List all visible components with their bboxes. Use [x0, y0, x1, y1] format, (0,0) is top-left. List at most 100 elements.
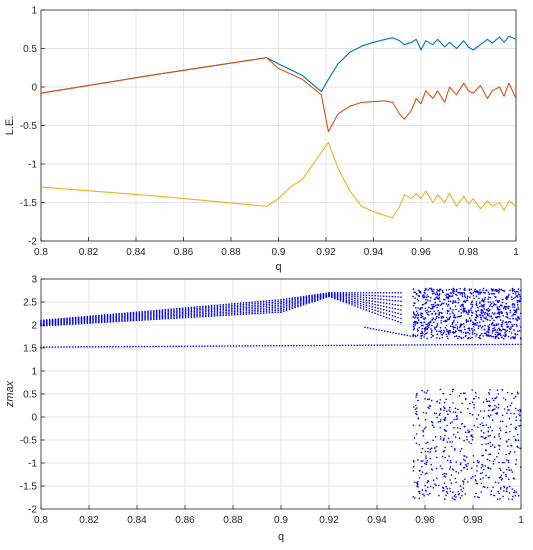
bifurcation-point: [192, 345, 195, 348]
bifurcation-point: [251, 313, 253, 315]
bifurcation-point: [251, 309, 253, 312]
bifurcation-point: [455, 335, 458, 337]
x-tick-label: 0.82: [79, 515, 99, 526]
bifurcation-point: [494, 337, 497, 340]
bifurcation-point: [424, 289, 426, 292]
bifurcation-point: [353, 344, 356, 347]
bifurcation-point: [420, 322, 423, 324]
bifurcation-point: [459, 329, 461, 332]
bifurcation-point: [374, 294, 376, 297]
bifurcation-point: [209, 345, 212, 347]
bifurcation-point: [103, 321, 106, 324]
bifurcation-point: [454, 305, 457, 307]
bifurcation-point: [433, 447, 436, 449]
bifurcation-point: [511, 287, 514, 290]
x-tick-label: 0.98: [463, 515, 483, 526]
bifurcation-point: [251, 303, 253, 305]
bifurcation-point: [118, 316, 120, 318]
bifurcation-point: [274, 311, 277, 314]
bifurcation-point: [418, 477, 421, 479]
bifurcation-point: [439, 304, 442, 306]
bifurcation-point: [365, 299, 368, 302]
bifurcation-point: [487, 409, 490, 412]
bifurcation-point: [138, 317, 141, 319]
bifurcation-point: [470, 307, 472, 310]
bifurcation-point: [483, 303, 486, 306]
bifurcation-point: [198, 345, 200, 348]
bifurcation-point: [492, 408, 495, 411]
bifurcation-point: [236, 302, 239, 305]
bifurcation-point: [251, 306, 253, 309]
bifurcation-point: [219, 313, 222, 315]
bifurcation-point: [506, 490, 508, 493]
bifurcation-point: [418, 295, 421, 298]
bifurcation-point: [440, 316, 443, 318]
bifurcation-point: [313, 344, 315, 347]
bifurcation-point: [517, 316, 520, 318]
bifurcation-point: [435, 412, 438, 415]
bifurcation-point: [514, 306, 516, 308]
bifurcation-point: [456, 327, 459, 330]
bifurcation-point: [438, 290, 441, 292]
bifurcation-point: [475, 492, 477, 495]
bifurcation-point: [501, 414, 504, 417]
bifurcation-point: [471, 331, 474, 334]
bifurcation-point: [271, 304, 274, 307]
bifurcation-point: [181, 317, 184, 319]
bifurcation-point: [512, 297, 515, 300]
bifurcation-point: [160, 345, 163, 348]
bifurcation-point: [472, 291, 475, 294]
bifurcation-point: [505, 321, 508, 323]
bifurcation-point: [457, 472, 460, 474]
bifurcation-point: [178, 345, 180, 348]
bifurcation-point: [103, 345, 105, 348]
bifurcation-point: [420, 335, 422, 337]
bifurcation-point: [388, 344, 390, 346]
bifurcation-point: [186, 345, 189, 348]
bifurcation-point: [262, 312, 265, 314]
bifurcation-point: [498, 435, 500, 437]
bifurcation-point: [314, 294, 316, 296]
bifurcation-point: [170, 312, 172, 314]
bifurcation-point: [500, 330, 503, 332]
bifurcation-point: [394, 299, 397, 302]
bifurcation-point: [475, 482, 478, 485]
bifurcation-point: [425, 463, 428, 466]
bifurcation-point: [505, 316, 507, 318]
bifurcation-point: [500, 476, 502, 479]
bifurcation-point: [285, 306, 288, 308]
bifurcation-point: [213, 307, 216, 310]
bifurcation-point: [225, 306, 227, 309]
bifurcation-point: [482, 343, 485, 346]
bifurcation-point: [391, 295, 394, 298]
bifurcation-point: [405, 344, 407, 346]
bifurcation-point: [187, 316, 190, 319]
bifurcation-point: [448, 310, 450, 312]
bifurcation-point: [204, 345, 206, 347]
bifurcation-point: [193, 312, 196, 314]
bifurcation-point: [262, 303, 265, 306]
bifurcation-point: [497, 291, 500, 294]
bifurcation-point: [135, 313, 138, 316]
bifurcation-point: [382, 292, 385, 294]
y-tick-label: 2: [31, 321, 37, 332]
bifurcation-point: [445, 296, 448, 298]
bifurcation-point: [112, 316, 115, 319]
bifurcation-point: [388, 299, 391, 301]
bifurcation-point: [516, 300, 518, 302]
bifurcation-point: [294, 298, 296, 300]
bifurcation-point: [485, 443, 487, 445]
bifurcation-point: [414, 314, 416, 316]
bifurcation-point: [397, 296, 399, 298]
bifurcation-point: [190, 313, 193, 316]
bifurcation-point: [435, 326, 438, 328]
bifurcation-point: [437, 298, 440, 300]
bifurcation-point: [491, 444, 494, 446]
bifurcation-point: [465, 331, 467, 334]
bifurcation-point: [475, 316, 478, 319]
bifurcation-point: [453, 301, 455, 303]
bifurcation-point: [417, 417, 420, 420]
bifurcation-point: [449, 490, 452, 493]
bifurcation-point: [417, 317, 420, 319]
bifurcation-point: [498, 477, 501, 479]
